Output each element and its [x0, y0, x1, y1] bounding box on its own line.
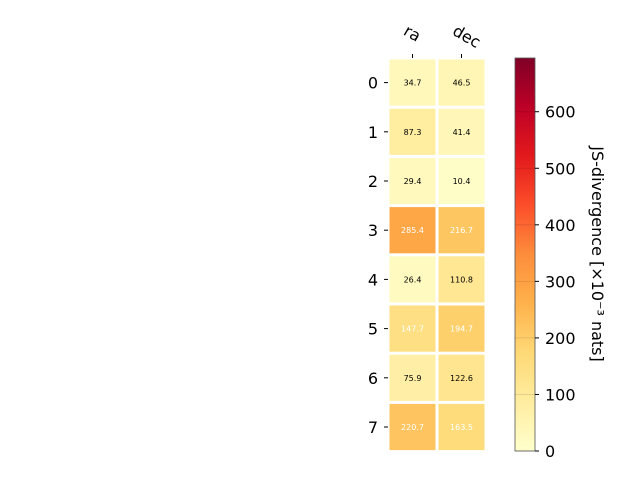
cell-value-label: 75.9 — [404, 374, 422, 383]
row-tick-labels: 0 1 2 3 4 5 6 7 — [368, 74, 388, 437]
cell-value-label: 110.8 — [450, 275, 473, 284]
cell-value-label: 41.4 — [453, 128, 471, 137]
row-label-0: 0 — [368, 74, 378, 93]
cell-value-label: 87.3 — [404, 128, 422, 137]
heatmap-cell-4-ra — [389, 256, 436, 303]
heatmap-cell-2-dec — [438, 157, 485, 205]
heatmap-cell-6-dec — [438, 354, 485, 401]
cell-value-label: 285.4 — [401, 226, 424, 235]
heatmap-cell-7-dec — [438, 403, 485, 451]
colorbar-gradient — [514, 57, 536, 452]
heatmap-cell-3-ra — [389, 207, 436, 254]
colorbar-tick-label: 200 — [545, 329, 576, 348]
heatmap-cell-0-dec — [438, 59, 485, 106]
row-label-7: 7 — [368, 418, 378, 437]
colorbar-tick-label: 300 — [545, 272, 576, 291]
heatmap-cell-5-ra — [389, 305, 436, 352]
colorbar-tick-label: 400 — [545, 216, 576, 235]
cell-value-label: 122.6 — [450, 374, 473, 383]
cell-value-label: 216.7 — [450, 226, 473, 235]
row-label-3: 3 — [368, 221, 378, 240]
heatmap-cell-3-dec — [438, 207, 485, 254]
heatmap-cell-1-ra — [389, 108, 436, 155]
heatmap-cell-4-dec — [438, 256, 485, 303]
row-label-6: 6 — [368, 369, 378, 388]
cell-value-label: 46.5 — [453, 79, 471, 88]
cell-value-label: 26.4 — [404, 275, 422, 284]
colorbar-tick-label: 0 — [545, 442, 555, 461]
cell-value-label: 10.4 — [453, 177, 471, 186]
row-label-1: 1 — [368, 123, 378, 142]
column-label-dec: dec — [450, 21, 484, 52]
row-label-2: 2 — [368, 172, 378, 191]
colorbar-tick-label: 600 — [545, 103, 576, 122]
cell-value-label: 220.7 — [401, 423, 424, 432]
colorbar-tick-label: 100 — [545, 385, 576, 404]
heatmap-cell-1-dec — [438, 108, 485, 155]
cell-value-label: 194.7 — [450, 325, 473, 334]
cell-value-label: 34.7 — [404, 79, 422, 88]
heatmap-cells: 34.7 46.5 87.3 41.4 29.4 10.4 285.4 216.7 26.4 11… — [389, 59, 485, 451]
heatmap-cell-5-dec — [438, 305, 485, 352]
column-tick-labels: ra dec — [401, 21, 484, 58]
heatmap-cell-7-ra — [389, 403, 436, 451]
heatmap-cell-2-ra — [389, 157, 436, 205]
row-label-5: 5 — [368, 320, 378, 339]
heatmap-cell-6-ra — [389, 354, 436, 401]
colorbar: 0 100 200 300 400 500 600 JS-divergence [×10⁻³… — [514, 57, 607, 461]
cell-value-label: 147.7 — [401, 325, 424, 334]
heatmap-cell-0-ra — [389, 59, 436, 106]
row-label-4: 4 — [368, 270, 378, 289]
colorbar-ticks: 0 100 200 300 400 500 600 — [515, 103, 576, 461]
cell-value-label: 29.4 — [404, 177, 422, 186]
column-label-ra: ra — [401, 21, 425, 46]
colorbar-label: JS-divergence [×10⁻³ nats] — [588, 145, 607, 361]
cell-value-label: 163.5 — [450, 423, 473, 432]
colorbar-tick-label: 500 — [545, 159, 576, 178]
